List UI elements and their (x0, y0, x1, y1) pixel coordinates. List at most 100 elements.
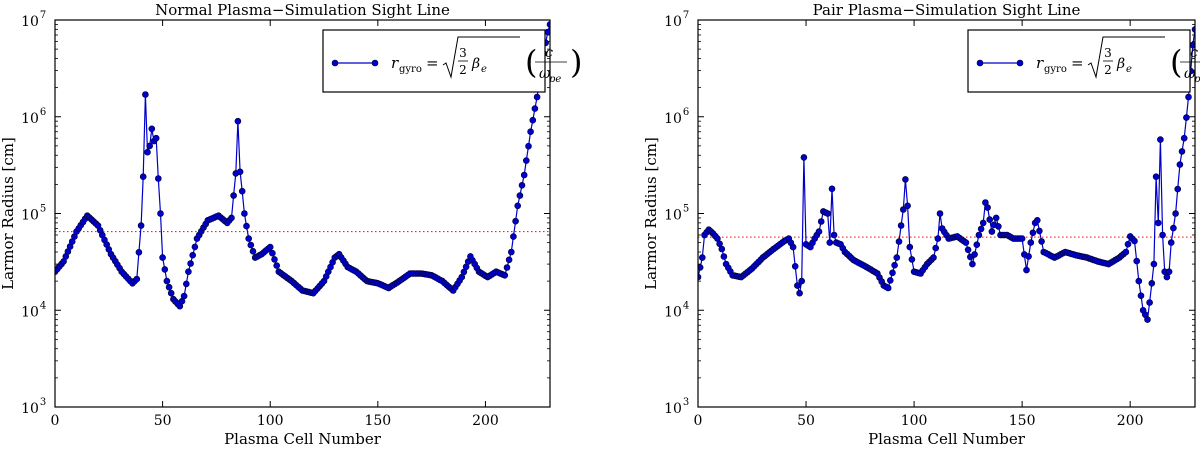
x-tick-label: 100 (257, 413, 284, 429)
y-tick-label: 10 (664, 401, 682, 417)
data-point (908, 256, 916, 263)
legend-frac-top: 3 (459, 46, 467, 60)
data-point (789, 243, 797, 251)
data-point (139, 173, 147, 180)
data-point (798, 277, 806, 285)
data-point (183, 280, 190, 288)
data-point (934, 235, 942, 242)
data-point (932, 244, 940, 252)
data-point (815, 228, 823, 235)
plot-frame (54, 19, 551, 408)
legend-sqrt (442, 36, 520, 79)
y-tick-exponent: 7 (683, 10, 689, 21)
data-point (273, 262, 281, 269)
legend-omega: ω (539, 66, 551, 82)
legend-marker (1016, 59, 1024, 67)
y-tick-exponent: 7 (40, 10, 46, 21)
data-point (796, 289, 803, 297)
data-point (501, 271, 509, 279)
y-tick-exponent: 6 (40, 107, 46, 118)
x-tick-label: 200 (1117, 413, 1144, 429)
data-point (1135, 277, 1143, 285)
data-point (142, 91, 149, 98)
data-point (1172, 210, 1179, 217)
data-point (973, 241, 981, 248)
legend-marker (976, 59, 984, 67)
legend-box (322, 29, 546, 93)
data-point (144, 148, 151, 156)
data-point (1038, 238, 1045, 245)
data-point (904, 202, 911, 210)
data-point (1137, 292, 1145, 300)
x-axis-label: Plasma Cell Number (224, 430, 382, 448)
x-tick-label: 100 (901, 413, 928, 429)
legend-omega-sub: pe (1194, 74, 1200, 85)
data-point (1027, 239, 1035, 246)
data-point (895, 238, 903, 245)
x-tick-label: 0 (51, 413, 60, 429)
data-point (718, 245, 726, 253)
legend-frac-bottom: 2 (1104, 63, 1112, 77)
data-point (152, 134, 160, 142)
y-tick-label: 10 (21, 401, 39, 417)
data-point (1185, 93, 1192, 101)
series-group (698, 26, 1195, 323)
data-point (1178, 148, 1186, 155)
y-tick-exponent: 4 (683, 300, 689, 311)
data-point (165, 283, 173, 291)
data-point (1167, 239, 1175, 246)
legend-marker (331, 59, 339, 67)
data-point (238, 187, 246, 195)
data-point (962, 239, 970, 246)
data-point (1034, 217, 1041, 224)
legend-paren-close: ) (570, 43, 582, 81)
legend-beta: β (1116, 56, 1125, 72)
data-point (241, 210, 248, 217)
data-point (1124, 240, 1132, 248)
data-point (514, 202, 522, 210)
data-point (161, 266, 169, 273)
data-point (969, 260, 976, 268)
data-point (245, 235, 252, 242)
data-point (1150, 260, 1158, 268)
y-tick-label: 10 (21, 111, 39, 127)
data-point (522, 157, 530, 164)
data-point (698, 273, 702, 281)
data-point (1036, 227, 1043, 235)
data-point (1131, 237, 1138, 245)
data-point (884, 284, 892, 292)
y-axis-label: Larmor Radius [cm] (0, 137, 17, 290)
data-point (698, 264, 704, 271)
x-axis-label: Plasma Cell Number (868, 430, 1026, 448)
x-tick-label: 150 (1009, 413, 1036, 429)
data-point (137, 222, 145, 229)
data-point (1018, 235, 1026, 242)
data-point (236, 168, 244, 176)
legend-marker (371, 59, 379, 67)
data-point (979, 219, 987, 227)
data-point (189, 251, 196, 259)
data-point (1157, 136, 1164, 143)
data-point (698, 254, 706, 261)
data-point (1148, 279, 1156, 287)
y-tick-exponent: 6 (683, 107, 689, 118)
legend-beta: β (471, 56, 480, 72)
data-point (800, 154, 808, 161)
legend-beta-sub: e (1126, 64, 1132, 75)
data-point (180, 292, 188, 300)
data-point (516, 192, 524, 199)
data-point (266, 243, 274, 251)
series-group (55, 21, 550, 310)
data-point (930, 254, 937, 261)
legend-c: c (1190, 45, 1198, 61)
data-point (155, 175, 162, 182)
data-point (533, 93, 541, 101)
data-point (791, 262, 799, 270)
data-point (1152, 173, 1160, 180)
legend-r: r (391, 54, 399, 72)
x-tick-label: 50 (154, 413, 172, 429)
data-point (992, 214, 1000, 222)
